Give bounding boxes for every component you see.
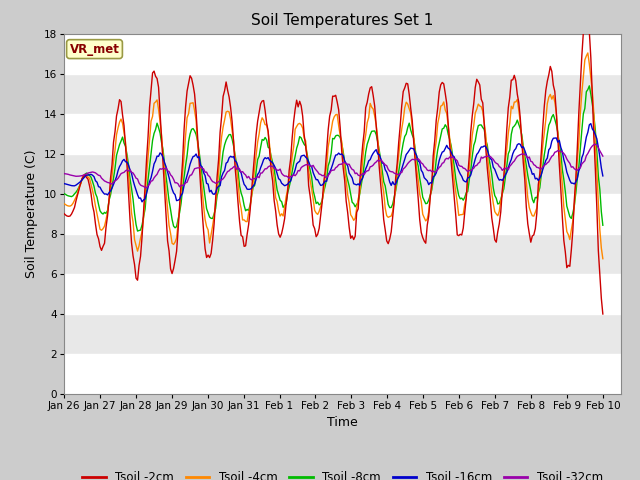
Bar (64, 154, 621, 193)
X-axis label: Time: Time (327, 416, 358, 429)
Title: Soil Temperatures Set 1: Soil Temperatures Set 1 (252, 13, 433, 28)
Bar (64, 313, 621, 354)
Bar (64, 34, 621, 73)
Bar (64, 193, 621, 234)
Bar (64, 234, 621, 274)
Legend: Tsoil -2cm, Tsoil -4cm, Tsoil -8cm, Tsoil -16cm, Tsoil -32cm: Tsoil -2cm, Tsoil -4cm, Tsoil -8cm, Tsoi… (77, 466, 607, 480)
Y-axis label: Soil Temperature (C): Soil Temperature (C) (25, 149, 38, 278)
Bar (64, 274, 621, 313)
Bar (64, 354, 621, 394)
Bar (64, 114, 621, 154)
Text: VR_met: VR_met (70, 43, 120, 56)
Bar (64, 73, 621, 114)
